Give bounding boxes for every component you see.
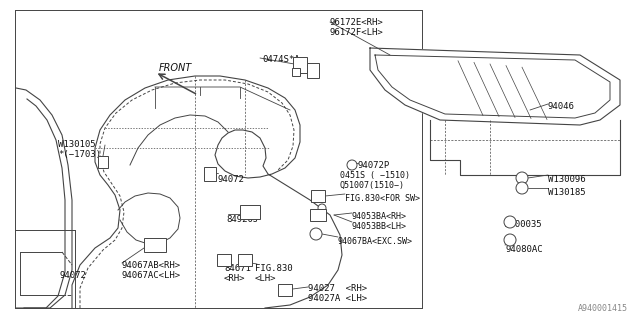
Text: Q51007(1510−): Q51007(1510−) <box>340 181 405 190</box>
Polygon shape <box>72 76 342 308</box>
Bar <box>98 156 108 168</box>
Text: 0451S ( −1510): 0451S ( −1510) <box>340 171 410 180</box>
Text: *(−1703): *(−1703) <box>58 150 101 159</box>
Text: FRONT: FRONT <box>158 63 191 73</box>
Text: W130105: W130105 <box>58 140 95 149</box>
Text: 96172E<RH>: 96172E<RH> <box>330 18 384 27</box>
Text: 94053BA<RH>: 94053BA<RH> <box>352 212 407 221</box>
Text: FIG.830<FOR SW>: FIG.830<FOR SW> <box>345 194 420 203</box>
Text: 94053BB<LH>: 94053BB<LH> <box>352 222 407 231</box>
Bar <box>144 238 166 252</box>
Bar <box>311 190 325 202</box>
Circle shape <box>516 172 528 184</box>
Text: 84671: 84671 <box>224 264 251 273</box>
Circle shape <box>310 228 322 240</box>
Bar <box>217 254 231 266</box>
Circle shape <box>318 204 326 212</box>
Text: 94067BA<EXC.SW>: 94067BA<EXC.SW> <box>338 237 413 246</box>
Text: 94046: 94046 <box>548 102 575 111</box>
Circle shape <box>504 216 516 228</box>
Text: 94072: 94072 <box>60 271 87 280</box>
Circle shape <box>347 160 357 170</box>
Bar <box>293 57 307 73</box>
Text: A940001415: A940001415 <box>578 304 628 313</box>
Bar <box>240 205 260 219</box>
Text: 94027  <RH>: 94027 <RH> <box>308 284 367 293</box>
Text: 94067AC<LH>: 94067AC<LH> <box>122 271 181 280</box>
Text: 94067AB<RH>: 94067AB<RH> <box>122 261 181 270</box>
Text: <RH>: <RH> <box>224 274 246 283</box>
Text: FIG.830: FIG.830 <box>255 264 292 273</box>
Polygon shape <box>430 120 620 175</box>
Text: 84920J: 84920J <box>226 215 259 224</box>
Circle shape <box>516 182 528 194</box>
Bar <box>204 167 216 181</box>
Text: W130096: W130096 <box>548 175 586 184</box>
Text: 0474S*A: 0474S*A <box>262 55 300 64</box>
Text: 94072P: 94072P <box>358 161 390 170</box>
Text: 94072: 94072 <box>218 175 245 184</box>
Bar <box>292 68 300 76</box>
Bar <box>307 62 319 77</box>
Text: 94027A <LH>: 94027A <LH> <box>308 294 367 303</box>
Text: M000035: M000035 <box>505 220 543 229</box>
Bar <box>278 284 292 296</box>
Text: 96172F<LH>: 96172F<LH> <box>330 28 384 37</box>
Bar <box>310 209 326 221</box>
Bar <box>238 254 252 266</box>
Text: <LH>: <LH> <box>255 274 276 283</box>
Text: W130185: W130185 <box>548 188 586 197</box>
Text: 94080AC: 94080AC <box>505 245 543 254</box>
Circle shape <box>504 234 516 246</box>
Polygon shape <box>370 48 620 125</box>
